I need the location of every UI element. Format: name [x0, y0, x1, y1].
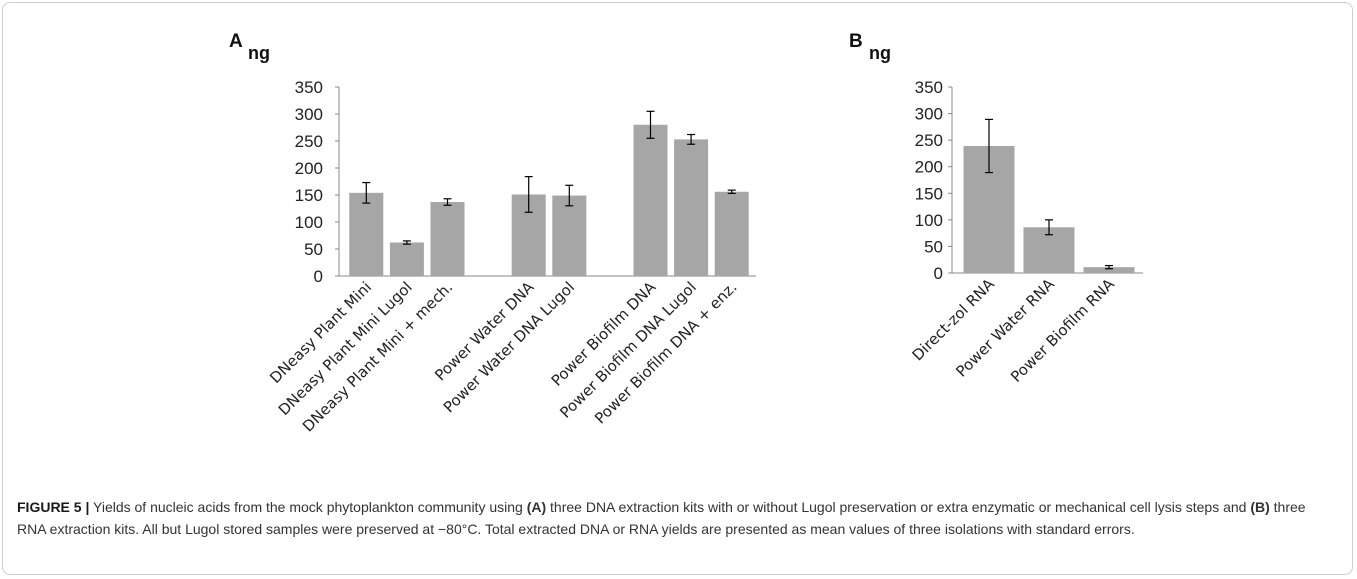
panel-label: A	[229, 31, 243, 52]
y-tick-label: 300	[915, 105, 943, 124]
y-tick-label: 200	[915, 158, 943, 177]
y-axis-label: ng	[869, 43, 891, 63]
caption-ref-b: (B)	[1250, 499, 1270, 515]
y-tick-label: 150	[295, 186, 323, 205]
bar	[349, 192, 384, 276]
caption-ref-a: (A)	[526, 499, 547, 515]
y-tick-label: 250	[915, 131, 943, 150]
y-tick-label: 50	[924, 237, 943, 256]
category-label: DNeasy Plant Mini + mech.	[299, 278, 456, 435]
bar	[714, 191, 749, 276]
y-tick-label: 250	[295, 132, 323, 151]
bar	[389, 242, 424, 276]
y-tick-label: 100	[295, 213, 323, 232]
y-tick-label: 50	[304, 240, 323, 259]
panel-label: B	[849, 31, 863, 52]
caption-text-3: three RNA extraction kits. All but Lugol…	[17, 499, 1306, 537]
bar	[1083, 267, 1135, 273]
figure-caption: FIGURE 5 | Yields of nucleic acids from …	[17, 496, 1337, 540]
y-tick-label: 0	[314, 267, 323, 286]
category-label: Power Water RNA	[952, 275, 1058, 381]
category-label: Power Biofilm RNA	[1007, 275, 1118, 386]
bar	[633, 124, 668, 276]
caption-text-2: three DNA extraction kits with or withou…	[546, 499, 1251, 515]
y-tick-label: 300	[295, 105, 323, 124]
panel-a: Ang 0 50 100 150 200 250 300 350 DNeasy Plant Min…	[229, 31, 756, 435]
bar	[430, 202, 465, 276]
y-tick-label: 350	[295, 78, 323, 97]
bar	[674, 139, 709, 276]
bar	[552, 195, 587, 276]
y-axis-label: ng	[248, 43, 270, 63]
y-tick-label: 100	[915, 211, 943, 230]
y-tick-label: 150	[915, 184, 943, 203]
caption-text-1: Yields of nucleic acids from the mock ph…	[89, 499, 527, 515]
y-tick-label: 350	[915, 78, 943, 97]
figure-chart-area: Ang 0 50 100 150 200 250 300 350 DNeasy Plant Min…	[229, 31, 1143, 435]
y-tick-label: 0	[934, 264, 943, 283]
caption-figure-label: FIGURE 5 |	[17, 499, 90, 515]
y-tick-label: 200	[295, 159, 323, 178]
